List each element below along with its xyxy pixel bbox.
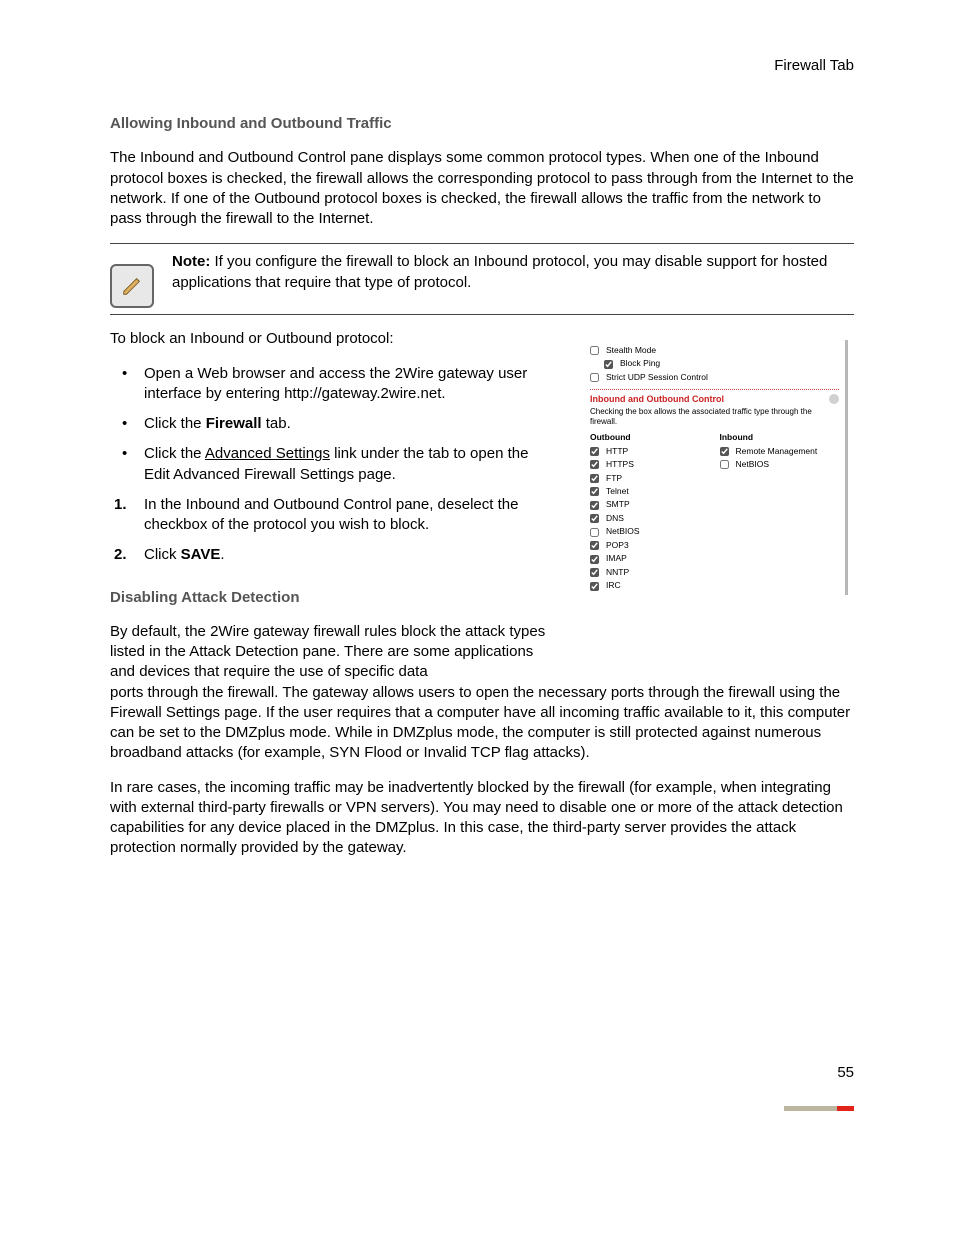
protocol-checkbox[interactable] [590,474,599,483]
protocol-checkbox[interactable] [720,447,729,456]
checkbox-row: Stealth Mode [590,344,839,357]
protocol-label: NNTP [606,567,629,578]
para-attack-1b: ports through the firewall. The gateway … [110,683,854,764]
list-item-text: . [220,546,224,563]
protocol-checkbox[interactable] [590,528,599,537]
bold-term: SAVE [181,546,221,563]
protocol-label: NetBIOS [736,459,770,470]
protocol-checkbox[interactable] [720,460,729,469]
note-body: If you configure the firewall to block a… [172,253,827,290]
list-item: Open a Web browser and access the 2Wire … [140,364,550,405]
heading-disabling-attack: Disabling Attack Detection [110,588,550,608]
checkbox-row: SMTP [590,498,710,511]
list-item: Click the Firewall tab. [140,414,550,434]
column-head-inbound: Inbound [720,432,840,443]
protocol-checkbox[interactable] [590,568,599,577]
list-item-text: Click [144,546,181,563]
checkbox-row: NetBIOS [590,525,710,538]
protocol-label: DNS [606,513,624,524]
protocol-label: Telnet [606,486,629,497]
protocol-label: FTP [606,473,622,484]
note-block: Note: If you configure the firewall to b… [110,243,854,315]
protocol-checkbox[interactable] [590,514,599,523]
checkbox-row: Block Ping [590,357,839,370]
firewall-settings-screenshot: Stealth Mode Block Ping Strict UDP Session… [580,340,848,595]
protocol-checkbox[interactable] [590,541,599,550]
protocol-label: HTTP [606,446,628,457]
para-attack-2: In rare cases, the incoming traffic may … [110,778,854,859]
checkbox-row: Strict UDP Session Control [590,371,839,384]
list-item-text: In the Inbound and Outbound Control pane… [144,496,518,533]
help-icon[interactable] [829,394,839,404]
section-title-text: Inbound and Outbound Control [590,393,724,405]
list-item: In the Inbound and Outbound Control pane… [140,495,550,536]
bullet-list-block-steps: Open a Web browser and access the 2Wire … [110,364,550,485]
protocol-checkbox[interactable] [590,487,599,496]
protocol-checkbox[interactable] [590,501,599,510]
list-item-text: Click the [144,445,205,462]
protocol-label: HTTPS [606,459,634,470]
page-header-section: Firewall Tab [774,56,854,76]
heading-allowing-traffic: Allowing Inbound and Outbound Traffic [110,114,854,134]
protocol-checkbox[interactable] [590,582,599,591]
checkbox-row: POP3 [590,539,710,552]
checkbox-row: IRC [590,579,710,592]
protocol-checkbox[interactable] [590,460,599,469]
numbered-list-block-steps: In the Inbound and Outbound Control pane… [110,495,550,566]
section-description: Checking the box allows the associated t… [590,407,839,429]
checkbox-row: NetBIOS [720,458,840,471]
link-text: Advanced Settings [205,445,330,462]
protocol-label: IRC [606,580,621,591]
protocol-label: Remote Management [736,446,818,457]
bold-term: Firewall [206,415,262,432]
checkbox-row: Telnet [590,485,710,498]
divider [590,389,839,390]
checkbox-row: NNTP [590,566,710,579]
protocol-label: Stealth Mode [606,345,656,356]
checkbox-row: HTTP [590,445,710,458]
pencil-icon [121,275,143,297]
protocol-checkbox[interactable] [590,346,599,355]
protocol-checkbox[interactable] [604,360,613,369]
note-icon [110,264,154,308]
protocol-label: NetBIOS [606,526,640,537]
para-attack-1a: By default, the 2Wire gateway firewall r… [110,622,550,683]
list-item-text: Open a Web browser and access the 2Wire … [144,365,527,402]
protocol-label: Block Ping [620,358,660,369]
column-head-outbound: Outbound [590,432,710,443]
checkbox-row: DNS [590,512,710,525]
checkbox-row: IMAP [590,552,710,565]
list-item: Click SAVE. [140,545,550,565]
section-title-inbound-outbound: Inbound and Outbound Control [590,393,839,405]
list-item-text: Click the [144,415,206,432]
protocol-label: IMAP [606,553,627,564]
note-label: Note: [172,253,210,270]
note-text: Note: If you configure the firewall to b… [172,250,854,293]
protocol-label: SMTP [606,499,630,510]
protocol-checkbox[interactable] [590,555,599,564]
checkbox-row: HTTPS [590,458,710,471]
list-item-text: tab. [262,415,291,432]
protocol-label: Strict UDP Session Control [606,372,708,383]
protocol-checkbox[interactable] [590,373,599,382]
protocol-label: POP3 [606,540,629,551]
checkbox-row: FTP [590,472,710,485]
protocol-checkbox[interactable] [590,447,599,456]
list-item: Click the Advanced Settings link under t… [140,444,550,485]
page-number: 55 [837,1063,854,1083]
para-allowing-traffic: The Inbound and Outbound Control pane di… [110,148,854,229]
footer-accent-bar [784,1106,854,1111]
checkbox-row: Remote Management [720,445,840,458]
